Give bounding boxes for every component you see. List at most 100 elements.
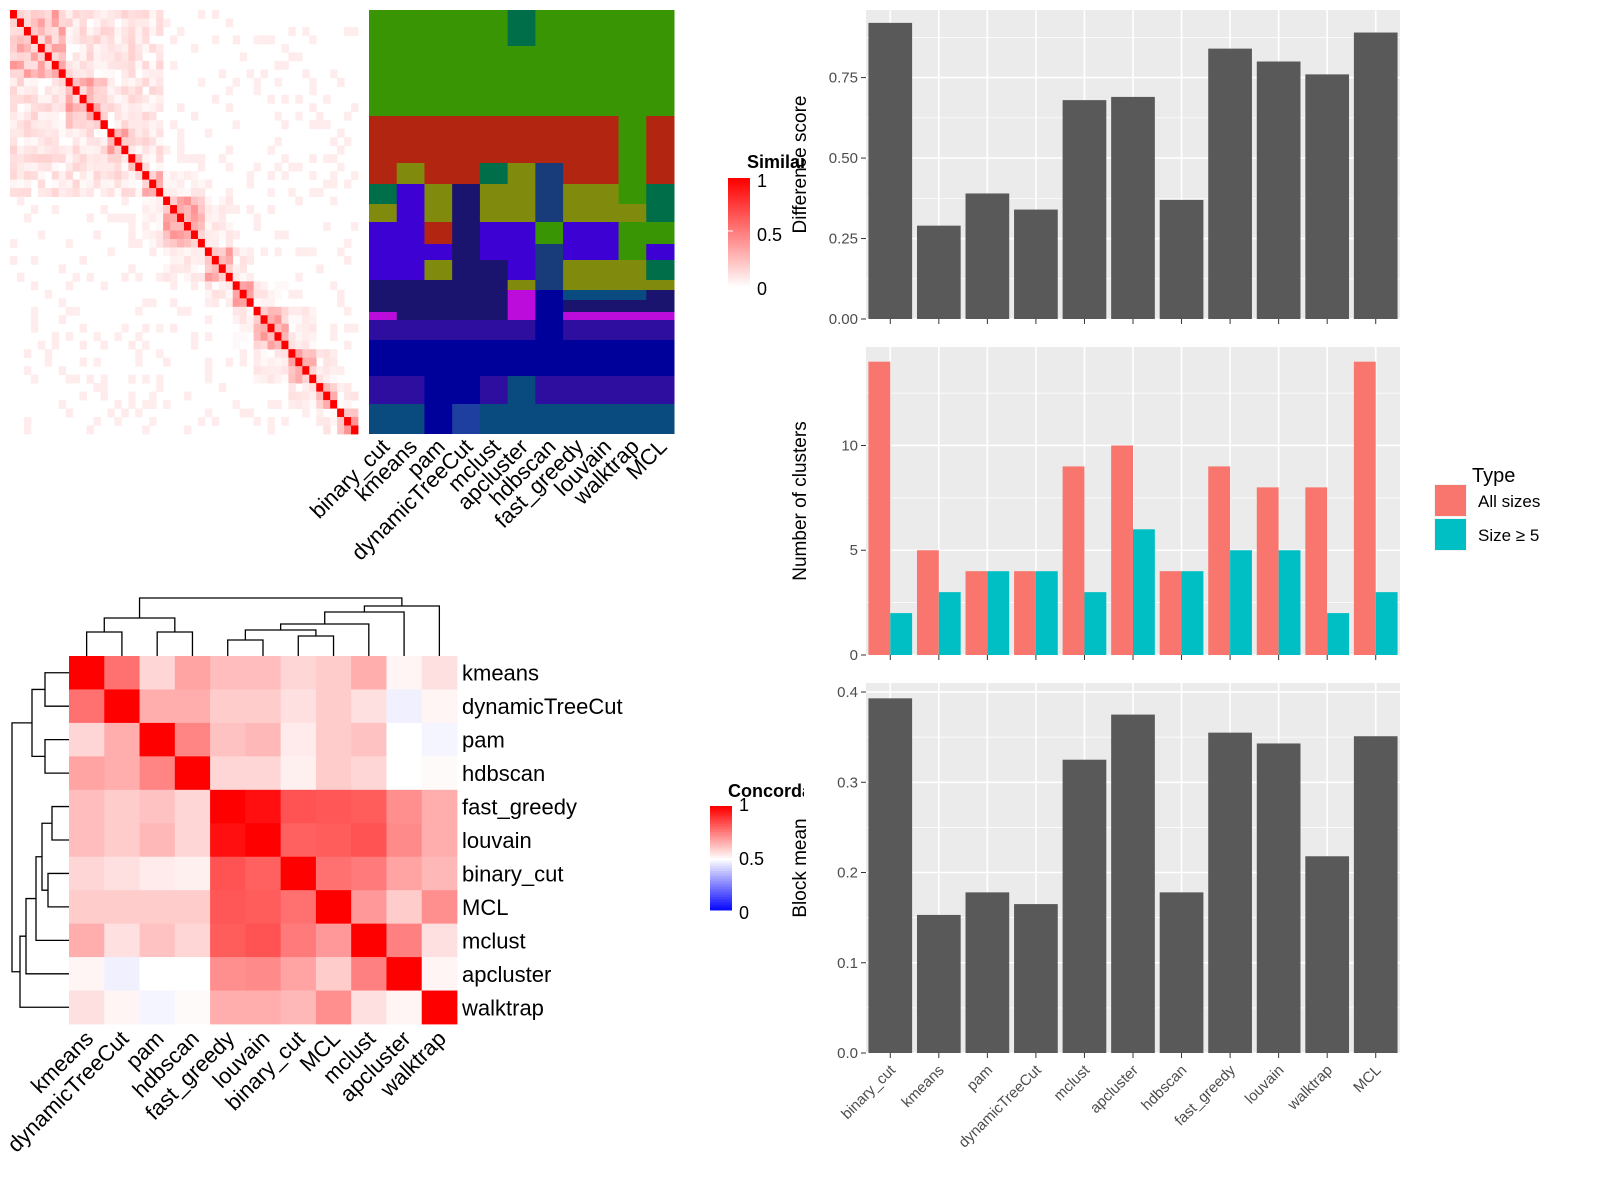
- concordance-cell: [351, 823, 387, 858]
- similarity-cell: [93, 77, 101, 87]
- y-tick-label: 0.75: [829, 70, 858, 87]
- similarity-cell: [128, 43, 136, 53]
- similarity-cell: [86, 26, 94, 36]
- dendrogram-branch: [25, 897, 69, 975]
- similarity-cell: [156, 52, 164, 62]
- similarity-cell: [149, 238, 157, 248]
- similarity-cell: [135, 94, 143, 104]
- similarity-cell: [323, 222, 331, 231]
- dendrogram-branch: [363, 605, 441, 656]
- cluster-label-cell: [507, 300, 536, 312]
- similarity-cell: [128, 179, 136, 189]
- concordance-legend-step: [710, 907, 732, 911]
- similarity-cell: [93, 35, 101, 45]
- concordance-legend: Concordance 10.50: [710, 781, 843, 923]
- concordance-cell: [245, 856, 282, 891]
- similarity-cell: [184, 205, 192, 214]
- cluster-label-cell: [590, 320, 620, 340]
- cluster-label-cell: [507, 290, 536, 300]
- similarity-cell: [23, 137, 32, 147]
- similarity-cell: [149, 205, 157, 214]
- cluster-label-cell: [590, 222, 620, 244]
- concordance-cell: [315, 957, 352, 991]
- similarity-cell: [323, 400, 331, 409]
- similarity-cell: [107, 69, 115, 79]
- similarity-cell: [274, 323, 282, 333]
- similarity-legend-label: 0: [757, 279, 767, 299]
- similarity-legend-step: [728, 183, 750, 187]
- similarity-cell: [58, 60, 67, 70]
- similarity-cell: [51, 60, 60, 70]
- similarity-cell: [51, 52, 60, 62]
- x-tick-label: louvain: [1242, 1062, 1288, 1108]
- similarity-cell: [79, 35, 87, 45]
- cluster-label-cell: [396, 204, 425, 222]
- concordance-legend-step: [710, 852, 732, 856]
- concordance-cell: [351, 990, 387, 1025]
- similarity-legend-step: [728, 196, 750, 201]
- similarity-cell: [295, 162, 303, 172]
- similarity-cell: [121, 162, 129, 172]
- similarity-cell: [149, 145, 157, 155]
- similarity-cell: [37, 52, 46, 62]
- similarity-cell: [23, 188, 32, 197]
- similarity-cell: [51, 162, 60, 172]
- similarity-cell: [142, 230, 150, 240]
- cluster-label-cell: [479, 312, 509, 320]
- similarity-cell: [114, 52, 122, 62]
- similarity-cell: [246, 205, 254, 214]
- similarity-cell: [107, 154, 115, 164]
- similarity-cell: [58, 18, 67, 28]
- similarity-cell: [267, 289, 275, 299]
- similarity-cell: [79, 162, 87, 172]
- concordance-cell: [139, 890, 176, 925]
- similarity-cell: [58, 43, 67, 53]
- concordance-cell: [210, 890, 246, 925]
- similarity-cell: [58, 103, 67, 113]
- similarity-cell: [295, 52, 303, 62]
- similarity-cell: [309, 120, 317, 130]
- concordance-cell: [280, 856, 317, 891]
- similarity-legend-step: [728, 245, 750, 249]
- similarity-cell: [58, 69, 67, 79]
- similarity-cell: [100, 179, 108, 189]
- similarity-cell: [170, 230, 178, 240]
- similarity-cell: [156, 213, 164, 223]
- similarity-cell: [135, 86, 143, 96]
- similarity-cell: [142, 179, 150, 189]
- similarity-cell: [170, 222, 178, 231]
- similarity-cell: [177, 154, 185, 164]
- similarity-cell: [260, 340, 268, 350]
- similarity-cell: [225, 86, 234, 96]
- similarity-cell: [135, 349, 143, 359]
- cluster-label-cell: [424, 244, 453, 260]
- similarity-cell: [246, 306, 254, 316]
- similarity-cell: [114, 10, 122, 19]
- similarity-cell: [30, 94, 39, 104]
- similarity-cell: [163, 222, 171, 231]
- bar-block-mean: [1062, 759, 1107, 1053]
- similarity-cell: [288, 383, 296, 392]
- dendrogram-branch: [279, 623, 370, 656]
- similarity-cell: [79, 94, 87, 104]
- similarity-cell: [295, 247, 303, 257]
- similarity-cell: [309, 103, 317, 113]
- similarity-cell: [323, 374, 331, 384]
- similarity-cell: [149, 10, 157, 19]
- cluster-label-cell: [646, 116, 675, 163]
- similarity-cell: [302, 69, 310, 79]
- similarity-legend-step: [728, 250, 750, 255]
- similarity-cell: [177, 222, 185, 231]
- similarity-legend-step: [728, 269, 750, 273]
- concordance-cell: [139, 856, 176, 891]
- similarity-cell: [218, 154, 227, 164]
- similarity-cell: [107, 43, 115, 53]
- dendrogram-branch: [47, 872, 69, 908]
- concordance-cell: [315, 990, 352, 1025]
- similarity-cell: [149, 247, 157, 257]
- similarity-cell: [274, 306, 282, 316]
- similarity-cell: [135, 162, 143, 172]
- similarity-cell: [16, 69, 25, 79]
- cluster-label-cell: [369, 376, 398, 404]
- similarity-cell: [156, 43, 164, 53]
